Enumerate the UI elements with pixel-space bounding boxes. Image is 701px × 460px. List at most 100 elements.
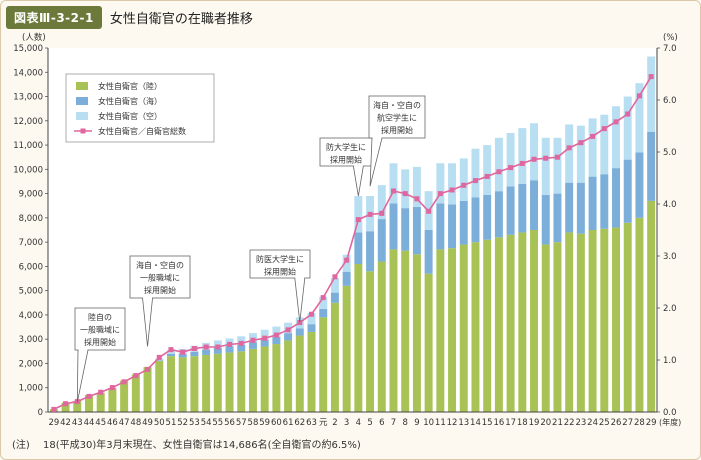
bar-segment-3 (354, 196, 363, 233)
bar-segment-1 (459, 244, 468, 412)
ratio-point (51, 406, 57, 412)
bar-segment-2 (541, 194, 550, 245)
bar-segment-1 (330, 302, 339, 412)
y-tick-label: 15,000 (13, 44, 43, 54)
bar-segment-2 (190, 351, 199, 357)
annotation-text: 海自・空自の (373, 100, 421, 110)
bar-segment-1 (295, 335, 304, 412)
ratio-point (285, 327, 291, 333)
ratio-point (613, 119, 619, 125)
ratio-point (648, 74, 654, 80)
footnote-text: 18(平成30)年3月末現在、女性自衛官は14,686名(全自衛官の約6.5%) (43, 440, 361, 451)
ratio-point (309, 311, 315, 317)
bar-segment-3 (565, 124, 574, 183)
bar-segment-1 (436, 249, 445, 412)
bar-segment-1 (85, 395, 93, 412)
bar-segment-3 (530, 123, 539, 181)
ratio-point (250, 337, 256, 343)
annotation-text: 防大学生に (326, 142, 366, 152)
bar-segment-2 (448, 204, 457, 249)
x-tick-label: 18 (517, 418, 528, 428)
x-tick-label: 10 (423, 418, 434, 428)
ratio-point (215, 344, 221, 350)
bar-segment-2 (225, 346, 234, 353)
bar-segment-1 (319, 317, 328, 412)
x-tick-label: 52 (177, 418, 188, 428)
x-axis-unit: (年度) (659, 417, 681, 427)
bar-segment-3 (330, 278, 339, 293)
bar-segment-1 (412, 254, 421, 412)
bar-segment-3 (553, 137, 562, 194)
y2-tick-label: 6.0 (663, 96, 677, 106)
bar-segment-3 (260, 329, 269, 340)
bar-segment-1 (494, 237, 503, 412)
bar-segment-2 (307, 324, 316, 332)
bar-segment-2 (366, 231, 375, 272)
bar-segment-3 (342, 254, 351, 272)
bar-segment-3 (319, 296, 328, 309)
bar-segment-2 (377, 219, 386, 262)
ratio-point (519, 160, 525, 166)
x-tick-label: 29 (48, 418, 59, 428)
bar-segment-2 (155, 360, 164, 362)
bar-segment-2 (330, 292, 339, 303)
ratio-point (355, 217, 361, 223)
x-tick-label: 60 (271, 418, 282, 428)
bar-segment-1 (96, 392, 105, 412)
bar-segment-3 (494, 137, 503, 192)
bar-segment-3 (248, 333, 257, 343)
ratio-point (449, 187, 455, 193)
x-tick-label: 21 (552, 418, 563, 428)
y-tick-label: 9,000 (19, 190, 43, 200)
x-tick-label: 3 (344, 418, 349, 428)
y-axis-unit: (人数) (22, 32, 46, 43)
x-tick-label: 6 (379, 418, 384, 428)
bar-segment-2 (202, 349, 211, 355)
bar-segment-3 (518, 128, 527, 184)
y2-tick-label: 3.0 (663, 252, 677, 262)
y-tick-label: 13,000 (13, 93, 43, 103)
bar-segment-2 (553, 193, 562, 243)
bar-segment-2 (518, 183, 527, 233)
annotation-text: 採用開始 (264, 267, 296, 277)
ratio-point (414, 196, 420, 202)
x-tick-label: 56 (224, 418, 235, 428)
x-tick-label: 16 (493, 418, 504, 428)
bar-segment-1 (635, 217, 644, 412)
bar-segment-3 (389, 163, 398, 204)
legend-swatch-2 (76, 97, 88, 105)
legend-label-3: 女性自衛官（空） (98, 111, 162, 121)
ratio-point (63, 401, 69, 407)
ratio-point (496, 169, 502, 175)
x-tick-label: 2 (332, 418, 337, 428)
annotation-text: 採用開始 (144, 285, 176, 295)
y2-tick-label: 4.0 (663, 200, 677, 210)
x-tick-label: 62 (294, 418, 305, 428)
ratio-point (156, 354, 162, 360)
ratio-point (180, 349, 186, 355)
bar-segment-2 (412, 206, 421, 255)
ratio-point (273, 332, 279, 338)
ratio-point (98, 389, 104, 395)
bar-segment-1 (202, 354, 211, 412)
y2-axis-unit: (%) (663, 33, 678, 43)
bar-segment-1 (272, 344, 281, 412)
bar-segment-3 (541, 137, 550, 195)
bar-segment-2 (272, 336, 281, 345)
annotation-text: 採用開始 (84, 337, 116, 347)
legend-swatch-3 (76, 112, 88, 120)
x-tick-label: 20 (540, 418, 551, 428)
bar-segment-1 (178, 357, 187, 412)
x-tick-label: 53 (189, 418, 200, 428)
bar-segment-1 (155, 361, 164, 412)
bar-segment-3 (576, 125, 585, 183)
bar-segment-2 (166, 353, 175, 357)
y-tick-label: 11,000 (13, 141, 43, 151)
bar-segment-2 (600, 174, 609, 229)
y-tick-label: 3,000 (19, 335, 43, 345)
ratio-point (133, 373, 139, 379)
x-tick-label: 13 (458, 418, 469, 428)
bar-segment-3 (635, 83, 644, 153)
bar-segment-1 (143, 367, 152, 412)
x-tick-label: 46 (107, 418, 118, 428)
